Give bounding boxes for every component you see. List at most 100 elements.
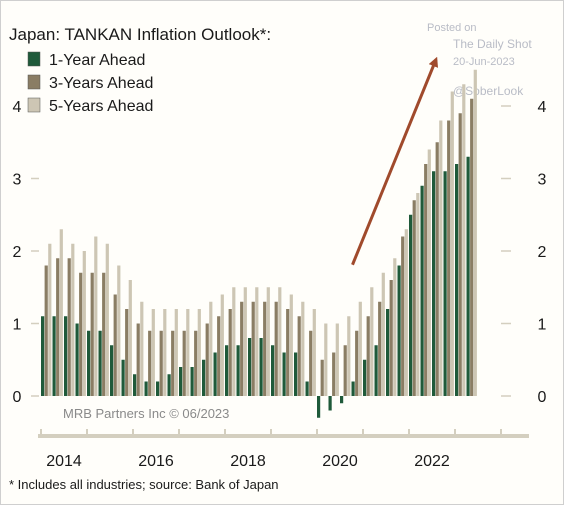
bar-5y bbox=[301, 301, 305, 396]
bar-5y bbox=[59, 229, 63, 396]
bar-1y bbox=[156, 381, 160, 396]
bar-3y bbox=[435, 142, 439, 396]
bar-3y bbox=[378, 301, 382, 396]
bar-3y bbox=[320, 359, 324, 396]
bar-1y bbox=[455, 164, 459, 396]
bar-3y bbox=[205, 323, 209, 396]
bar-5y bbox=[255, 287, 259, 396]
bar-5y bbox=[335, 323, 339, 396]
legend: 1-Year Ahead 3-Years Ahead 5-Years Ahead bbox=[27, 51, 153, 115]
bar-3y bbox=[332, 352, 336, 396]
bar-1y bbox=[282, 352, 286, 396]
x-axis: 2014 2016 2018 2020 2022 bbox=[38, 429, 529, 470]
bar-1y bbox=[52, 316, 56, 396]
bar-3y bbox=[389, 280, 393, 396]
bar-1y bbox=[179, 367, 183, 396]
bar-1y bbox=[432, 171, 436, 396]
bar-5y bbox=[266, 287, 270, 396]
bar-1y bbox=[294, 352, 298, 396]
bar-1y bbox=[317, 396, 321, 418]
bar-3y bbox=[171, 330, 175, 396]
bar-3y bbox=[182, 330, 186, 396]
x-tick-label: 2016 bbox=[138, 453, 174, 470]
bar-5y bbox=[381, 272, 385, 396]
watermark-line4: @SoberLook bbox=[453, 84, 524, 98]
y-tick-label: 3 bbox=[13, 172, 22, 189]
legend-swatch bbox=[27, 97, 41, 113]
bar-5y bbox=[416, 193, 420, 396]
bar-1y bbox=[397, 265, 401, 396]
bar-1y bbox=[420, 185, 424, 396]
legend-label: 5-Years Ahead bbox=[49, 98, 153, 115]
bar-1y bbox=[340, 396, 344, 404]
bar-5y bbox=[140, 301, 144, 396]
y-tick-label: 4 bbox=[538, 99, 547, 116]
bar-3y bbox=[355, 330, 359, 396]
legend-label: 3-Years Ahead bbox=[49, 75, 153, 92]
bar-5y bbox=[117, 265, 121, 396]
bar-1y bbox=[409, 214, 413, 396]
bar-3y bbox=[458, 113, 462, 396]
bar-1y bbox=[133, 374, 137, 396]
bar-5y bbox=[209, 301, 213, 396]
bar-3y bbox=[44, 265, 48, 396]
y-tick-label: 1 bbox=[538, 317, 547, 334]
bar-3y bbox=[159, 330, 163, 396]
bar-3y bbox=[67, 258, 71, 396]
bar-5y bbox=[427, 149, 431, 396]
y-tick-label: 3 bbox=[538, 172, 547, 189]
bar-1y bbox=[271, 345, 275, 396]
x-tick-label: 2020 bbox=[322, 453, 358, 470]
watermark-line1: Posted on bbox=[427, 22, 477, 34]
bar-5y bbox=[186, 309, 190, 396]
bar-1y bbox=[87, 330, 91, 396]
bar-5y bbox=[404, 229, 408, 396]
bar-3y bbox=[136, 323, 140, 396]
bar-3y bbox=[90, 272, 94, 396]
x-tick-label: 2018 bbox=[230, 453, 266, 470]
bar-3y bbox=[309, 330, 313, 396]
bar-3y bbox=[148, 330, 152, 396]
bar-1y bbox=[41, 316, 45, 396]
bar-5y bbox=[450, 91, 454, 396]
bar-5y bbox=[232, 287, 236, 396]
watermark-line3: 20-Jun-2023 bbox=[453, 56, 515, 68]
bar-3y bbox=[113, 294, 117, 396]
y-tick-label: 0 bbox=[538, 389, 547, 406]
bar-5y bbox=[48, 243, 52, 396]
legend-label: 1-Year Ahead bbox=[49, 52, 145, 69]
chart-title: Japan: TANKAN Inflation Outlook*: bbox=[9, 25, 271, 44]
bar-1y bbox=[328, 396, 332, 411]
bar-1y bbox=[443, 171, 447, 396]
bar-1y bbox=[363, 359, 367, 396]
bar-3y bbox=[343, 345, 347, 396]
x-tick-label: 2014 bbox=[46, 453, 82, 470]
legend-swatch bbox=[27, 51, 41, 67]
bar-1y bbox=[305, 381, 309, 396]
credit-text: MRB Partners Inc © 06/2023 bbox=[63, 406, 229, 421]
bar-5y bbox=[462, 84, 466, 396]
bar-5y bbox=[278, 287, 282, 396]
bar-5y bbox=[324, 323, 328, 396]
bar-3y bbox=[240, 301, 244, 396]
bar-5y bbox=[163, 309, 167, 396]
bar-5y bbox=[289, 294, 293, 396]
bar-3y bbox=[297, 316, 301, 396]
x-tick-label: 2022 bbox=[414, 453, 450, 470]
bar-1y bbox=[374, 345, 378, 396]
y-tick-label: 1 bbox=[13, 317, 22, 334]
y-tick-label: 0 bbox=[13, 389, 22, 406]
bar-3y bbox=[194, 330, 198, 396]
bar-1y bbox=[190, 367, 194, 396]
bar-3y bbox=[56, 258, 60, 396]
bar-1y bbox=[386, 309, 390, 396]
bar-3y bbox=[251, 301, 255, 396]
bar-3y bbox=[366, 316, 370, 396]
bar-3y bbox=[217, 316, 221, 396]
y-axis-right: 0 1 2 3 4 bbox=[538, 99, 547, 406]
legend-swatch bbox=[27, 74, 41, 90]
bar-5y bbox=[220, 294, 224, 396]
bar-5y bbox=[393, 258, 397, 396]
watermark: Posted on The Daily Shot 20-Jun-2023 @So… bbox=[427, 22, 532, 98]
